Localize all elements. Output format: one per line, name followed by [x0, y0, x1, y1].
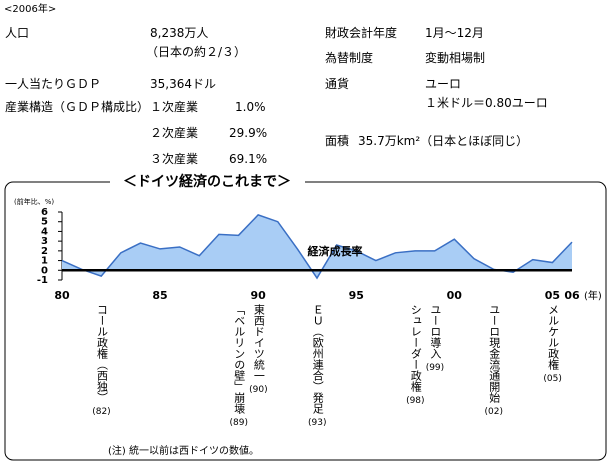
x-tick-label: 90	[250, 289, 266, 302]
annotation: ユーロ導入 (99)	[426, 304, 444, 373]
fact-label: 為替制度	[325, 51, 374, 65]
y-axis-label: (前年比、%)	[14, 197, 54, 206]
x-tick-label: 06	[564, 289, 580, 302]
x-axis-label: (年)	[584, 289, 602, 302]
fact-value: ユーロ	[425, 77, 462, 91]
y-tick-label: 0	[41, 265, 48, 276]
annotation-text: 東西ドイツ統一	[252, 304, 266, 381]
title-gap	[110, 172, 305, 192]
x-tick-label: 80	[54, 289, 70, 302]
area	[62, 214, 572, 279]
share: 1.0%	[235, 100, 266, 114]
sector: １次産業	[150, 100, 199, 114]
fact-label: 人口	[5, 26, 30, 40]
annotation: ＥＵ（欧州連合）発足 (93)	[308, 304, 326, 428]
annotation-year: (02)	[484, 407, 504, 417]
y-tick-label: 1	[41, 256, 48, 267]
fact-value: 35.7万km²（日本とほぼ同じ）	[358, 134, 529, 148]
x-tick-label: 85	[152, 289, 167, 302]
sector: ３次産業	[150, 152, 199, 166]
y-tick-label: 2	[41, 246, 48, 257]
annotation-year: (82)	[92, 407, 111, 417]
share: 69.1%	[229, 152, 268, 166]
annotation-text: ユーロ現金流通開始	[487, 304, 501, 403]
sector: ２次産業	[150, 126, 199, 140]
x-tick-label: 00	[447, 289, 463, 302]
annotation: ユーロ現金流通開始 (02)	[485, 304, 503, 417]
fact-label: 一人当たりＧＤＰ	[5, 77, 102, 91]
y-tick-label: 4	[41, 226, 48, 237]
note: (注) 統一以前は西ドイツの数値。	[108, 444, 259, 457]
annotation-year: (89)	[229, 418, 249, 428]
fact-value: 8,238万人	[150, 26, 209, 40]
header: <2006年>	[4, 4, 57, 15]
y-tick-label: 3	[41, 236, 48, 247]
annotation-year: (99)	[425, 363, 445, 373]
fact-value: 35,364ドル	[150, 77, 216, 91]
y-tick-label: 5	[41, 217, 48, 228]
x-tick-label: 05	[545, 289, 560, 302]
fact-label: 面積	[325, 134, 350, 148]
annotation: 「ベルリンの壁」崩壊 (89)	[230, 304, 248, 428]
share: 29.9%	[229, 126, 268, 140]
series-label: 経済成長率	[308, 244, 363, 258]
annotation: コール政権（西独） (82)	[92, 304, 110, 417]
annotation-text: シュレーダー政権	[409, 304, 423, 392]
annotation: シュレーダー政権 (98)	[406, 304, 424, 406]
annotation-text: コール政権（西独）	[95, 304, 109, 403]
y-tick-label: -1	[37, 275, 48, 286]
fact-label: 産業構造（ＧＤＰ構成比）	[5, 100, 150, 114]
y-tick-label: 6	[41, 207, 48, 218]
fact-note: １米ドル＝0.80ユーロ	[425, 96, 548, 110]
fact-label: 財政会計年度	[325, 26, 398, 40]
fact-value: 1月～12月	[425, 26, 484, 40]
annotation: 東西ドイツ統一 (90)	[249, 304, 267, 395]
fact-value: 変動相場制	[425, 51, 486, 65]
annotation-year: (05)	[543, 374, 562, 384]
annotation-year: (98)	[406, 396, 425, 406]
annotation-text: ユーロ導入	[428, 304, 442, 359]
x-tick-label: 95	[349, 289, 364, 302]
annotation-year: (90)	[249, 385, 268, 395]
annotation-text: 「ベルリンの壁」崩壊	[232, 304, 246, 414]
chart-frame	[4, 181, 607, 461]
chart-title: ＜ドイツ経済のこれまで＞	[123, 173, 291, 190]
fact-note: （日本の約２/３）	[146, 45, 247, 59]
annotation-text: ＥＵ（欧州連合）発足	[311, 304, 325, 414]
fact-label: 通貨	[325, 77, 350, 91]
line	[61, 214, 573, 280]
annotation-text: メルケル政権	[546, 304, 560, 370]
annotation: メルケル政権 (05)	[543, 304, 561, 384]
annotation-year: (93)	[308, 418, 327, 428]
